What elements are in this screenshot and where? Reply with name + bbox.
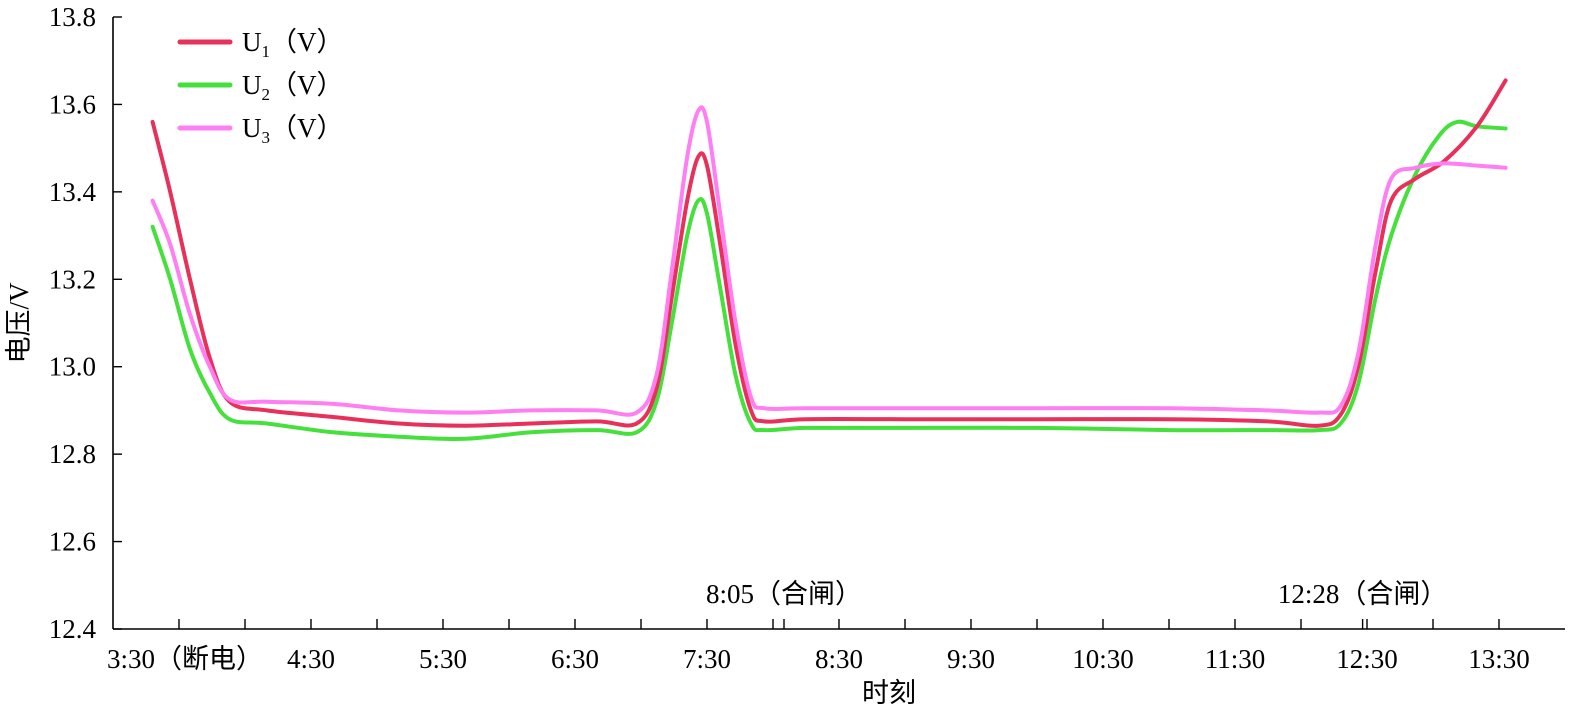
legend-label-main: U bbox=[242, 27, 262, 57]
legend-label-main: U bbox=[242, 70, 262, 100]
y-tick-label: 13.4 bbox=[49, 177, 97, 207]
annotation-label: 8:05（合闸） bbox=[706, 579, 862, 609]
annotations: 8:05（合闸） 12:28（合闸） bbox=[706, 579, 1447, 629]
y-tick-label: 13.8 bbox=[49, 2, 96, 32]
x-tick-label: 12:30 bbox=[1336, 644, 1398, 674]
y-axis-title: 电压/V bbox=[4, 282, 34, 364]
x-tick-label: 11:30 bbox=[1205, 644, 1266, 674]
legend-label-sub: 2 bbox=[262, 85, 271, 104]
legend-label-unit: （V） bbox=[270, 113, 344, 143]
series-line-u1 bbox=[150, 78, 1508, 428]
x-tick-label: 7:30 bbox=[683, 644, 731, 674]
x-tick-label: 13:30 bbox=[1468, 644, 1530, 674]
series-line-u3 bbox=[150, 105, 1508, 417]
legend-label-u1: U1（V） bbox=[242, 27, 344, 61]
legend-label-u3: U3（V） bbox=[242, 113, 344, 147]
x-tick-label: 8:30 bbox=[815, 644, 863, 674]
axes: 12.4 12.6 12.8 13.0 13.2 13.4 13.6 13.8 3:30（断电）… bbox=[4, 2, 1565, 708]
x-tick-label: 5:30 bbox=[419, 644, 467, 674]
legend-label-main: U bbox=[242, 113, 262, 143]
x-tick-label: 10:30 bbox=[1072, 644, 1134, 674]
y-tick-label: 13.2 bbox=[49, 264, 96, 294]
legend: U1（V）U2（V）U3（V） bbox=[177, 27, 344, 147]
legend-label-sub: 1 bbox=[262, 42, 271, 61]
y-tick-label: 12.8 bbox=[49, 439, 96, 469]
legend-label-u2: U2（V） bbox=[242, 70, 344, 104]
x-tick-label: 4:30 bbox=[287, 644, 335, 674]
y-tick-label: 13.0 bbox=[49, 352, 96, 382]
y-tick-label: 12.4 bbox=[49, 614, 97, 644]
legend-label-unit: （V） bbox=[270, 70, 344, 100]
x-tick-label: 6:30 bbox=[551, 644, 599, 674]
annotation-label: 12:28（合闸） bbox=[1278, 579, 1448, 609]
x-tick-label: 3:30（断电） bbox=[107, 644, 263, 674]
y-tick-label: 13.6 bbox=[49, 89, 96, 119]
legend-label-unit: （V） bbox=[270, 27, 344, 57]
legend-label-sub: 3 bbox=[262, 128, 271, 147]
series-line-u2 bbox=[150, 119, 1508, 441]
x-tick-label: 9:30 bbox=[947, 644, 995, 674]
series-layer bbox=[150, 78, 1508, 441]
y-tick-label: 12.6 bbox=[49, 527, 96, 557]
x-axis-title: 时刻 bbox=[862, 678, 916, 708]
